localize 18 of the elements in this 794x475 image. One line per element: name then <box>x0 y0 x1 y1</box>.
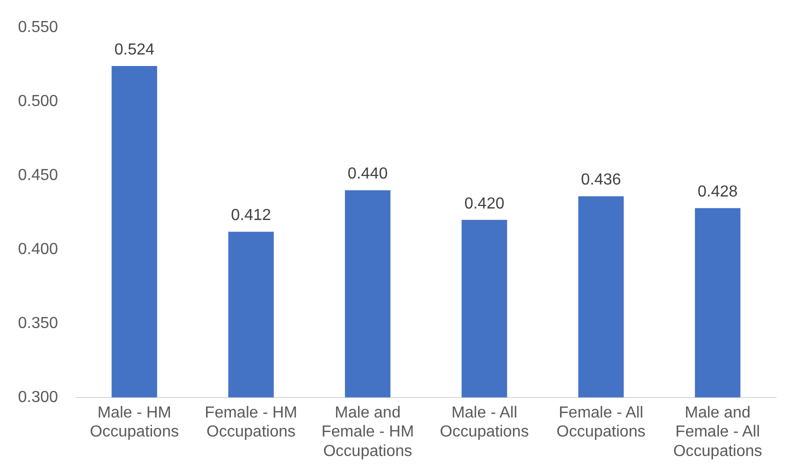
y-tick-label: 0.500 <box>18 92 58 110</box>
x-tick-label: Male - All Occupations <box>440 404 529 441</box>
y-tick-label: 0.450 <box>18 166 58 184</box>
y-tick-label: 0.300 <box>18 388 58 406</box>
x-tick-label: Female - HM Occupations <box>204 404 298 441</box>
y-tick-label: 0.550 <box>18 19 58 36</box>
y-tick-label: 0.400 <box>18 240 58 258</box>
x-tick-label: Male - HM Occupations <box>90 404 179 441</box>
x-tick-label: Female - All Occupations <box>556 404 646 441</box>
data-label: 0.436 <box>580 172 622 189</box>
x-tick-label: Male and Female - All Occupations <box>673 404 762 460</box>
y-tick-label: 0.350 <box>18 314 58 332</box>
data-label: 0.428 <box>698 183 738 200</box>
data-label: 0.420 <box>464 195 504 212</box>
x-tick-label: Male and Female - HM Occupations <box>321 404 414 460</box>
data-label: 0.412 <box>231 207 272 224</box>
data-label: 0.524 <box>114 41 154 58</box>
data-label: 0.440 <box>348 166 388 183</box>
